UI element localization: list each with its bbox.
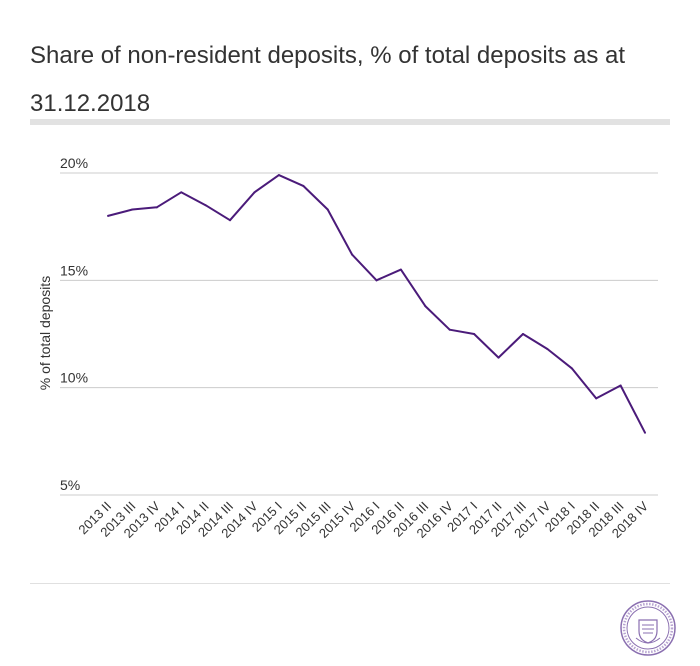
data-point [546, 348, 549, 351]
y-tick-labels: 5% 10% 15% 20% [60, 155, 88, 493]
data-point [229, 219, 232, 222]
data-point [204, 204, 207, 207]
eesti-pank-seal-icon [620, 600, 676, 656]
y-axis-label: % of total deposits [37, 276, 53, 390]
y-tick-label: 20% [60, 155, 88, 171]
y-tick-label: 10% [60, 370, 88, 386]
data-point [131, 208, 134, 211]
footer-divider [30, 583, 670, 584]
data-point [399, 268, 402, 271]
data-point [521, 333, 524, 335]
data-point [155, 206, 158, 209]
data-point [302, 184, 305, 187]
data-point [326, 208, 329, 211]
data-point [253, 191, 256, 194]
data-point [644, 431, 646, 434]
data-point [277, 174, 280, 177]
series-line [107, 174, 646, 434]
y-tick-label: 5% [60, 477, 80, 493]
gridlines [60, 172, 658, 496]
data-point [424, 305, 427, 308]
chart-title: Share of non-resident deposits, % of tot… [30, 42, 626, 117]
data-point [180, 191, 183, 194]
data-point [375, 279, 378, 282]
data-point [619, 384, 622, 387]
title-divider [30, 119, 670, 125]
data-point [107, 214, 109, 217]
data-point [351, 253, 354, 256]
series-layer [107, 174, 646, 434]
data-point [497, 356, 500, 359]
data-point [448, 328, 451, 331]
data-point [595, 397, 598, 400]
data-point [570, 367, 573, 370]
y-tick-label: 15% [60, 262, 88, 278]
data-point [473, 333, 476, 335]
